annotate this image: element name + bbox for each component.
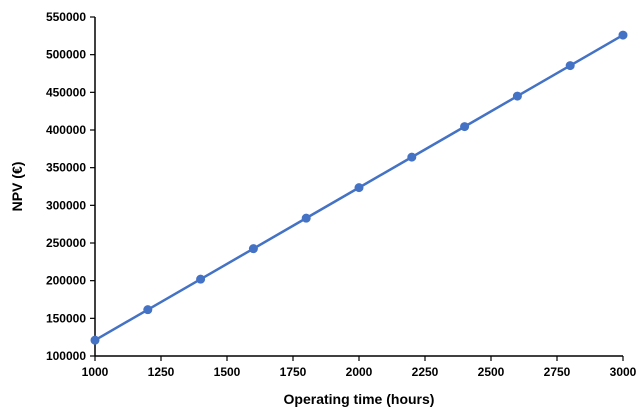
y-axis-ticks: 100000 150000 200000 250000 300000 350000 4000…: [46, 10, 95, 363]
y-tick-label: 400000: [46, 123, 86, 137]
y-tick-label: 200000: [46, 274, 86, 288]
x-tick-label: 3000: [610, 365, 637, 379]
x-tick-label: 2750: [544, 365, 571, 379]
x-tick-label: 1500: [214, 365, 241, 379]
data-point: [248, 244, 258, 254]
x-axis-title: Operating time (hours): [284, 391, 435, 407]
y-tick-label: 300000: [46, 198, 86, 212]
x-tick-label: 2000: [346, 365, 373, 379]
x-tick-label: 1250: [148, 365, 175, 379]
data-point: [407, 152, 417, 162]
data-point: [301, 213, 311, 223]
series-npv: [90, 30, 628, 345]
y-tick-label: 550000: [46, 10, 86, 24]
y-axis-title: NPV (€): [9, 162, 25, 212]
data-point: [196, 274, 206, 284]
y-tick-label: 350000: [46, 161, 86, 175]
y-tick-label: 100000: [46, 349, 86, 363]
data-point: [460, 122, 470, 132]
data-point: [143, 305, 153, 315]
y-tick-label: 500000: [46, 48, 86, 62]
x-tick-label: 2250: [412, 365, 439, 379]
x-tick-label: 1750: [280, 365, 307, 379]
y-tick-label: 150000: [46, 311, 86, 325]
y-tick-label: 250000: [46, 236, 86, 250]
x-tick-label: 2500: [478, 365, 505, 379]
x-tick-label: 1000: [82, 365, 109, 379]
data-point: [354, 183, 364, 193]
data-point: [90, 335, 100, 345]
x-axis-ticks: 1000 1250 1500 1750 2000 2250 2500 2750 3000: [82, 356, 637, 379]
data-point: [618, 30, 628, 40]
data-point: [565, 61, 575, 71]
data-point: [512, 91, 522, 101]
y-tick-label: 450000: [46, 85, 86, 99]
